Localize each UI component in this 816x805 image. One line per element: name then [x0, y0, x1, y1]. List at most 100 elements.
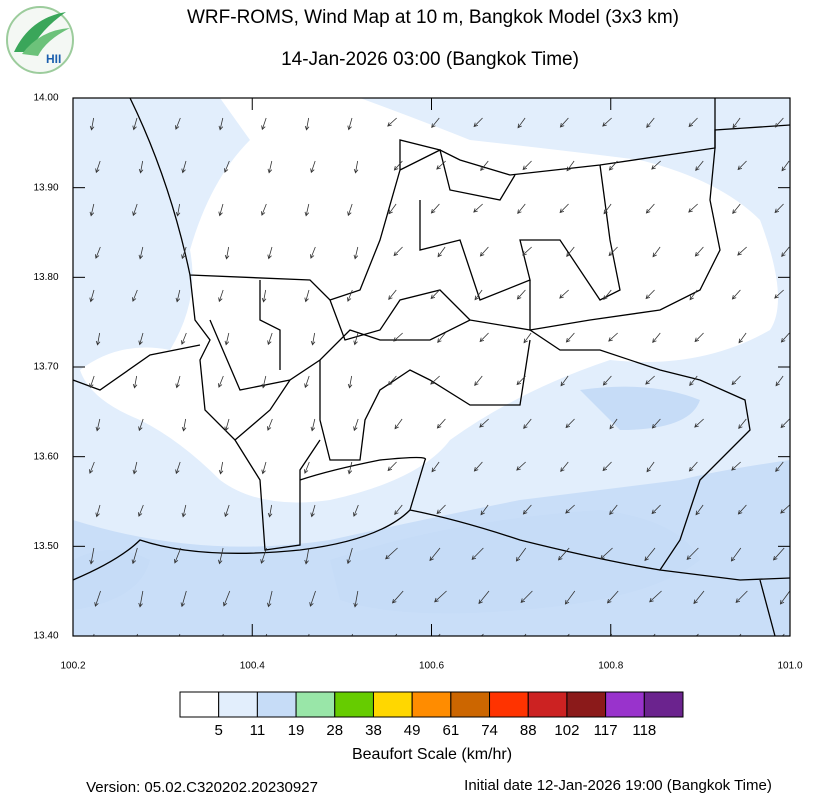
- wind-arrow: [95, 246, 101, 259]
- wind-arrow: [224, 418, 230, 432]
- wind-arrow: [132, 461, 138, 475]
- wind-arrow: [95, 160, 101, 174]
- wind-arrow: [218, 289, 224, 303]
- wind-arrow: [175, 203, 181, 217]
- colorbar-label: 28: [326, 722, 343, 739]
- colorbar-label: 102: [554, 722, 579, 739]
- wind-arrow: [387, 375, 397, 386]
- wind-arrow: [261, 117, 267, 131]
- colorbar-box: [372, 691, 413, 718]
- wind-arrow: [602, 117, 612, 127]
- wind-arrow: [772, 547, 785, 561]
- wind-arrow: [304, 461, 310, 474]
- wind-arrow: [651, 160, 661, 170]
- wind-arrow: [393, 332, 403, 342]
- colorbar-box: [411, 691, 452, 718]
- wind-arrow: [89, 375, 95, 389]
- wind-arrow: [608, 246, 618, 257]
- wind-arrow: [175, 461, 181, 475]
- wind-arrow: [732, 203, 741, 214]
- wind-arrow: [646, 117, 655, 128]
- wind-arrow: [347, 117, 353, 131]
- colorbar-box: [179, 691, 220, 718]
- wind-arrow: [224, 246, 230, 260]
- wind-arrow: [694, 246, 704, 257]
- wind-arrow: [694, 418, 704, 428]
- x-tick-label: 100.2: [60, 661, 85, 672]
- wind-arrow: [224, 332, 230, 346]
- wind-arrow: [645, 375, 655, 385]
- title: WRF-ROMS, Wind Map at 10 m, Bangkok Mode…: [187, 7, 679, 28]
- wind-arrow: [695, 504, 704, 516]
- wind-arrow: [138, 590, 144, 608]
- wind-arrow: [393, 160, 403, 171]
- wind-arrow: [738, 418, 747, 429]
- wind-arrow: [267, 160, 273, 174]
- wind-arrow: [310, 160, 316, 174]
- wind-arrow: [731, 289, 741, 300]
- wind-arrow: [602, 375, 612, 386]
- logo-text: HII: [46, 52, 61, 66]
- wind-arrow: [346, 547, 353, 565]
- wind-arrow: [522, 160, 532, 171]
- colorbar-box: [605, 691, 645, 718]
- wind-arrow: [261, 375, 267, 389]
- y-tick-label: 13.90: [33, 182, 58, 193]
- wind-arrow: [387, 461, 397, 472]
- wind-arrow: [132, 289, 138, 302]
- wind-arrow: [266, 590, 273, 608]
- wind-arrow: [520, 590, 533, 603]
- wind-arrow: [138, 504, 144, 517]
- wind-arrow: [353, 590, 359, 608]
- wind-arrow: [645, 289, 655, 300]
- wind-arrow: [688, 203, 698, 213]
- wind-arrow: [694, 332, 704, 343]
- wind-arrow: [347, 203, 353, 217]
- wind-arrow: [180, 590, 187, 608]
- map: [73, 98, 790, 636]
- wind-arrow: [515, 547, 527, 562]
- wind-arrow: [436, 160, 446, 170]
- colorbar-label: 88: [520, 722, 537, 739]
- wind-arrow: [695, 160, 704, 171]
- wind-arrow: [645, 203, 655, 214]
- wind-arrow: [132, 375, 138, 389]
- wind-arrow: [557, 547, 570, 561]
- wind-arrow: [775, 461, 784, 472]
- wind-arrow: [774, 289, 784, 299]
- wind-arrow: [480, 160, 489, 171]
- wind-arrow: [522, 504, 532, 515]
- wind-arrow: [388, 289, 397, 300]
- wind-arrow: [304, 117, 310, 131]
- wind-arrow: [437, 246, 446, 258]
- wind-arrow: [181, 332, 187, 345]
- y-tick-label: 13.40: [33, 631, 58, 642]
- colorbar-box: [489, 691, 529, 718]
- wind-arrow: [175, 375, 181, 389]
- wind-arrow: [478, 590, 490, 605]
- wind-arrow: [523, 418, 532, 429]
- wind-arrow: [89, 461, 95, 474]
- wind-arrow: [181, 246, 187, 260]
- wind-arrow: [437, 332, 446, 343]
- wind-arrow: [261, 203, 267, 216]
- version: Version: 05.02.C320202.20230927: [86, 779, 318, 796]
- wind-arrow: [644, 547, 656, 562]
- wind-arrow: [565, 418, 575, 429]
- wind-arrow: [267, 418, 273, 431]
- wind-arrow: [388, 203, 397, 215]
- y-tick-label: 13.60: [33, 451, 58, 462]
- colorbar-box: [295, 691, 336, 718]
- wind-arrow: [218, 203, 224, 217]
- colorbar-box: [643, 691, 684, 718]
- wind-arrow: [434, 590, 447, 603]
- wind-arrow: [261, 289, 267, 303]
- wind-arrow: [474, 375, 483, 386]
- wind-arrow: [565, 332, 575, 343]
- wind-arrow: [267, 246, 273, 260]
- wind-arrow: [689, 289, 698, 301]
- wind-arrow: [686, 547, 699, 560]
- y-tick-label: 14.00: [33, 93, 58, 104]
- wind-arrow: [385, 547, 398, 560]
